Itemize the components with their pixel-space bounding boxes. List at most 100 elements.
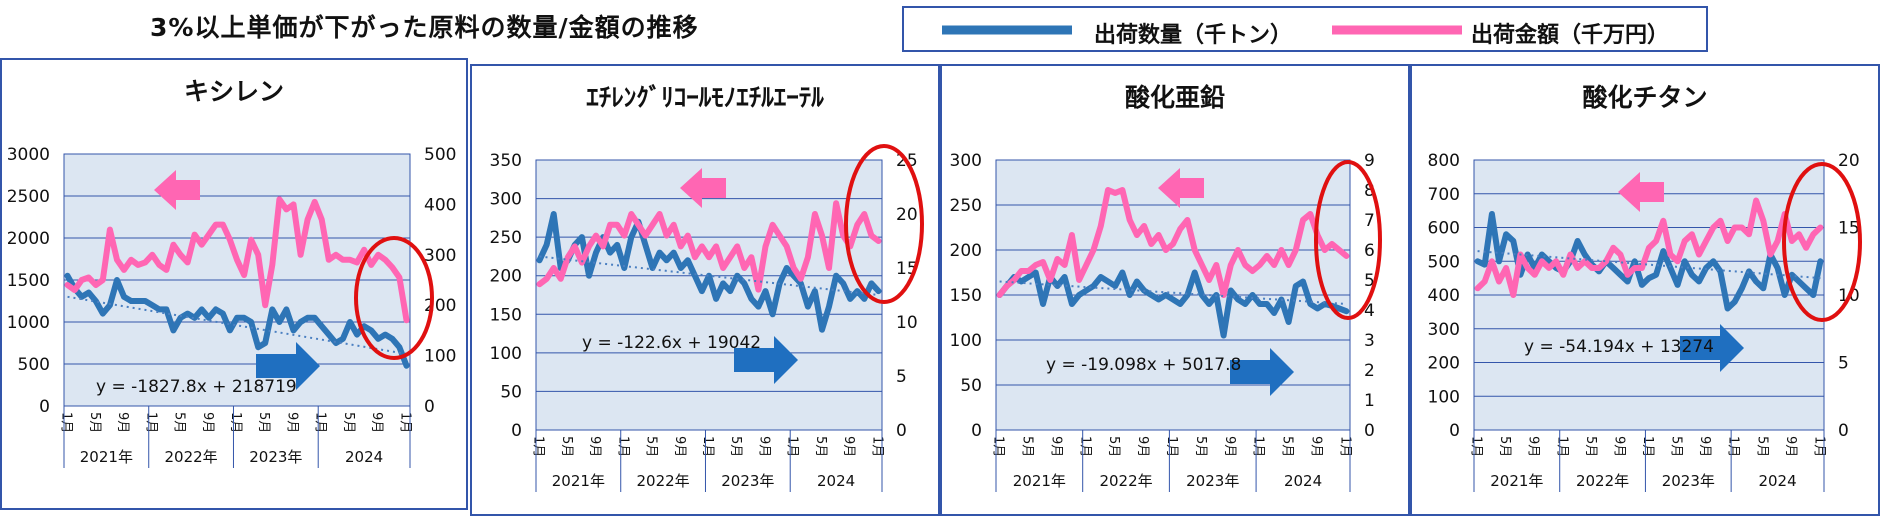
x-year-label: 2024	[1758, 472, 1796, 490]
right-arrow-icon	[1230, 348, 1294, 396]
x-month-label: 9月	[284, 412, 299, 433]
x-month-label: 9月	[1048, 436, 1063, 457]
x-month-label: 5月	[341, 412, 356, 433]
x-month-label: 1月	[1251, 436, 1266, 457]
y-right-tick-label: 9	[1364, 151, 1375, 171]
x-month-label: 5月	[559, 436, 574, 457]
y-left-tick-label: 300	[950, 151, 982, 171]
chart-title: キシレン	[184, 77, 284, 106]
x-year-label: 2021年	[552, 472, 605, 490]
legend-label-amount: 出荷金額（千万円）	[1471, 23, 1670, 48]
x-month-label: 5月	[728, 436, 743, 457]
x-month-label: 5月	[87, 412, 102, 433]
y-right-tick-label: 0	[896, 421, 907, 441]
trend-equation-label: y = -19.098x + 5017.8	[1046, 355, 1241, 375]
x-month-label: 1月	[143, 412, 158, 433]
y-right-tick-label: 0	[1838, 421, 1849, 441]
x-month-label: 1月	[1164, 436, 1179, 457]
y-left-tick-label: 0	[511, 421, 522, 441]
y-right-tick-label: 300	[424, 246, 456, 266]
x-year-label: 2022年	[1576, 472, 1629, 490]
y-right-tick-label: 0	[424, 397, 435, 417]
y-right-tick-label: 400	[424, 195, 456, 215]
y-left-tick-label: 700	[1428, 185, 1460, 205]
page-title: 3%以上単価が下がった原料の数量/金額の推移	[150, 13, 699, 42]
series-quantity-line	[996, 269, 1350, 339]
x-month-label: 1月	[1640, 436, 1655, 457]
x-month-label: 5月	[1754, 436, 1769, 457]
chart-panel-titanium-oxide: 酸化チタン 0 100 200 300 400 500 600 700 800 0 5 10 15 20 1月…	[1410, 64, 1880, 516]
x-month-label: 9月	[1308, 436, 1323, 457]
y-right-tick-label: 0	[1364, 421, 1375, 441]
x-month-label: 5月	[256, 412, 271, 433]
y-left-tick-label: 50	[960, 376, 982, 396]
x-year-label: 2023年	[1186, 472, 1239, 490]
x-month-label: 9月	[587, 436, 602, 457]
x-year-label: 2023年	[721, 472, 774, 490]
chart-svg: キシレン050010001500200025003000010020030040…	[0, 58, 468, 510]
x-month-label: 9月	[756, 436, 771, 457]
x-month-label: 9月	[200, 412, 215, 433]
x-year-label: 2024	[345, 448, 383, 466]
y-left-tick-label: 2000	[7, 229, 50, 249]
y-right-tick-label: 7	[1364, 211, 1375, 231]
y-left-tick-label: 500	[1428, 252, 1460, 272]
x-year-label: 2022年	[637, 472, 690, 490]
y-left-tick-label: 600	[1428, 219, 1460, 239]
x-month-label: 1月	[700, 436, 715, 457]
y-right-tick-label: 6	[1364, 241, 1375, 261]
x-month-label: 1月	[869, 436, 884, 457]
x-year-label: 2022年	[1099, 472, 1152, 490]
x-month-label: 9月	[1135, 436, 1150, 457]
legend-box: 出荷数量（千トン） 出荷金額（千万円）	[902, 6, 1708, 52]
y-left-tick-label: 0	[39, 397, 50, 417]
x-month-label: 1月	[228, 412, 243, 433]
chart-panel-zinc-oxide: 酸化亜鉛 0 50 100 150 200 250 300 0 1 2 3 4 5 6 7 8 9 1月 5月 9月 1月…	[940, 64, 1410, 516]
x-year-label: 2023年	[249, 448, 302, 466]
trend-equation-label: y = -54.194x + 13274	[1524, 337, 1714, 357]
highlight-ellipse	[1782, 162, 1862, 322]
y-left-tick-label: 200	[950, 241, 982, 261]
right-arrow-icon	[256, 342, 320, 390]
y-right-tick-label: 1	[1364, 391, 1375, 411]
y-left-tick-label: 2500	[7, 187, 50, 207]
x-month-label: 5月	[644, 436, 659, 457]
left-arrow-icon	[1618, 172, 1664, 212]
y-left-tick-label: 500	[18, 355, 50, 375]
series-amount-line	[64, 196, 410, 324]
left-arrow-icon	[1158, 168, 1204, 208]
legend-swatches	[942, 25, 1462, 35]
y-right-tick-label: 3	[1364, 331, 1375, 351]
y-left-tick-label: 300	[1428, 320, 1460, 340]
y-left-tick-label: 250	[950, 196, 982, 216]
highlight-ellipse	[354, 236, 434, 360]
y-right-tick-label: 500	[424, 145, 456, 165]
chart-svg: 酸化チタン0100200300400500600700800051015201月…	[1410, 64, 1880, 516]
trend-line	[999, 280, 1347, 305]
x-month-label: 9月	[841, 436, 856, 457]
chart-title: 酸化亜鉛	[1125, 83, 1225, 112]
chart-panel-xylene: キシレン 0 500 1000 1500 2000 2500 3000 0 100 200 300 40…	[0, 58, 468, 510]
x-month-label: 5月	[1583, 436, 1598, 457]
chart-svg: 酸化亜鉛 0 50 100 150 200 250 300 0 1 2 3 4 5 6 7 8 9 1月 5月 9月 1月…	[940, 64, 1410, 516]
x-month-label: 1月	[1077, 436, 1092, 457]
y-left-tick-label: 0	[971, 421, 982, 441]
x-year-label: 2024	[1284, 472, 1322, 490]
x-year-label: 2021年	[1013, 472, 1066, 490]
x-month-label: 1月	[531, 436, 546, 457]
x-month-label: 1月	[397, 412, 412, 433]
x-year-label: 2021年	[80, 448, 133, 466]
x-month-label: 1月	[1554, 436, 1569, 457]
y-right-tick-label: 20	[896, 205, 918, 225]
chart-svg: ｴﾁﾚﾝｸﾞﾘｺｰﾙﾓﾉｴﾁﾙｴｰﾃﾙ050100150200250300350…	[470, 64, 940, 516]
x-month-label: 1月	[313, 412, 328, 433]
x-month-label: 1月	[1337, 436, 1352, 457]
y-right-tick-label: 8	[1364, 181, 1375, 201]
y-left-tick-label: 50	[500, 382, 522, 402]
highlight-ellipse	[1314, 160, 1382, 320]
x-year-label: 2022年	[165, 448, 218, 466]
y-right-tick-label: 5	[1364, 271, 1375, 291]
x-month-label: 1月	[785, 436, 800, 457]
x-month-label: 9月	[672, 436, 687, 457]
chart-title: ｴﾁﾚﾝｸﾞﾘｺｰﾙﾓﾉｴﾁﾙｴｰﾃﾙ	[586, 83, 824, 112]
